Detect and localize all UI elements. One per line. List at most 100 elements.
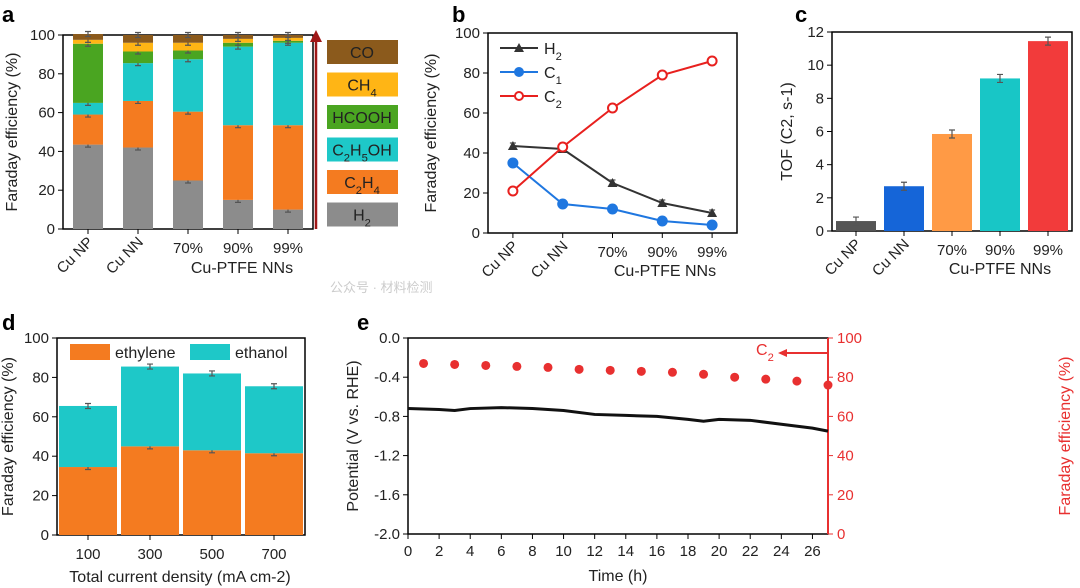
bar-Cu NP (836, 221, 876, 231)
panel-d-ytick-label: 60 (32, 409, 49, 426)
bar-segment-H2 (73, 144, 103, 229)
panel-e-ytick-label: -0.4 (374, 369, 400, 386)
bar-segment-C2H4 (223, 125, 253, 200)
trend-arrow-head (310, 30, 322, 42)
point-C1 (507, 157, 519, 169)
panel-b-ytick-label: 80 (463, 65, 480, 82)
panel-a-ytick-label: 60 (38, 105, 55, 122)
fe-point (512, 361, 522, 371)
error-bar (185, 31, 191, 39)
panel-e-ytick-label: -1.6 (374, 487, 400, 504)
bar-segment-ethylene (245, 453, 303, 535)
panel-b-xlabel: Cu-PTFE NNs (614, 263, 716, 280)
bar-segment-H2 (123, 147, 153, 229)
panel-a-ytick-label: 20 (38, 182, 55, 199)
fe-point (699, 369, 709, 379)
fe-point (543, 362, 553, 372)
bar-segment-H2 (173, 180, 203, 229)
error-bar (147, 363, 153, 370)
legend-label-HCOOH: HCOOH (332, 110, 392, 127)
panel-e-xtick-label: 26 (804, 543, 821, 560)
panel-a-ytick-label: 40 (38, 143, 55, 160)
panel-e-ytick-label: 0.0 (379, 330, 400, 347)
panel-e-ytick-right-label: 80 (837, 369, 854, 386)
fe-point (419, 358, 429, 368)
bar-segment-ethanol (59, 405, 117, 468)
fe-point (761, 374, 771, 384)
legend-swatch-C2H4 (327, 170, 398, 194)
legend-label-H2: H2 (353, 208, 371, 230)
bar-segment-CO (173, 35, 203, 43)
panel-d-ytick-label: 20 (32, 488, 49, 505)
panel-e-xtick-label: 18 (680, 543, 697, 560)
point-H2 (607, 178, 618, 187)
panel-label-b: b (452, 2, 465, 27)
legend-label-ethanol: ethanol (235, 345, 288, 362)
panel-label-c: c (795, 2, 807, 27)
panel-e-ytick-right-label: 20 (837, 487, 854, 504)
panel-a-xtick-label: 99% (273, 240, 303, 257)
point-C1 (607, 203, 618, 215)
point-H2 (707, 208, 718, 217)
panel-e-xtick-label: 20 (711, 543, 728, 560)
panel-d-ytick-label: 80 (32, 369, 49, 386)
error-bar (997, 73, 1003, 84)
panel-a-xtick-label: Cu NN (103, 234, 147, 278)
panel-e-xtick-label: 22 (742, 543, 759, 560)
legend-swatch-CH4 (327, 72, 398, 97)
bar-segment-ethanol (121, 366, 179, 447)
panel-label-e: e (357, 310, 369, 335)
legend-swatch-ethylene (70, 344, 110, 360)
error-bar (1045, 36, 1051, 46)
panel-d-xtick-label: 500 (199, 546, 224, 563)
panel-label-a: a (2, 2, 15, 27)
point-H2 (507, 141, 518, 150)
legend-marker (514, 67, 524, 77)
point-C1 (706, 219, 718, 231)
panel-d-ylabel: Faraday efficiency (%) (0, 357, 17, 516)
panel-d-ytick-label: 40 (32, 448, 49, 465)
bar-segment-C2H5OH (223, 46, 253, 126)
panel-e-xtick-label: 16 (649, 543, 666, 560)
panel-label-d: d (2, 310, 15, 335)
error-bar (853, 216, 859, 226)
legend-label-H2: H2 (544, 41, 562, 63)
bar-segment-C2H5OH (73, 102, 103, 115)
panel-e-xtick-label: 12 (586, 543, 603, 560)
legend-label-C1: C1 (544, 65, 562, 87)
fe-point (667, 367, 677, 377)
panel-e-ylabel-right: Faraday efficiency (%) (1057, 357, 1074, 516)
panel-c-ytick-label: 0 (816, 223, 824, 240)
panel-e-xlabel: Time (h) (589, 568, 648, 585)
bar-segment-C2H5OH (273, 42, 303, 126)
fe-point (450, 359, 460, 369)
panel-b-xtick-label: 90% (647, 244, 677, 261)
panel-b-xtick-label: Cu NN (528, 238, 572, 282)
fe-point (823, 380, 833, 390)
panel-c-ytick-label: 2 (816, 190, 824, 207)
legend-swatch-H2 (327, 202, 398, 227)
line-C2 (512, 60, 713, 192)
panel-a-xtick-label: 90% (223, 240, 253, 257)
legend-label-CH4: CH4 (347, 78, 376, 100)
point-C2 (656, 69, 668, 81)
bar-segment-H2 (273, 209, 303, 229)
panel-d-ytick-label: 100 (24, 330, 49, 347)
panel-c-xlabel: Cu-PTFE NNs (949, 261, 1051, 278)
watermark: 公众号 · 材料检测 (330, 280, 433, 295)
fe-point (792, 376, 802, 386)
panel-c-xtick-label: 70% (937, 242, 967, 259)
panel-a-ylabel: Faraday efficiency (%) (4, 53, 21, 212)
bar-segment-ethanol (245, 386, 303, 454)
panel-d-xlabel: Total current density (mA cm-2) (69, 569, 290, 586)
legend-label-ethylene: ethylene (115, 345, 176, 362)
panel-c-ytick-label: 10 (807, 57, 824, 74)
bar-99% (1028, 41, 1068, 231)
legend-label-C2H4: C2H4 (344, 175, 380, 197)
panel-b-xtick-label: 99% (697, 244, 727, 261)
error-bar (271, 383, 277, 390)
panel-b-ytick-label: 0 (472, 225, 480, 242)
error-bar (949, 129, 955, 139)
line-C1 (512, 162, 713, 226)
